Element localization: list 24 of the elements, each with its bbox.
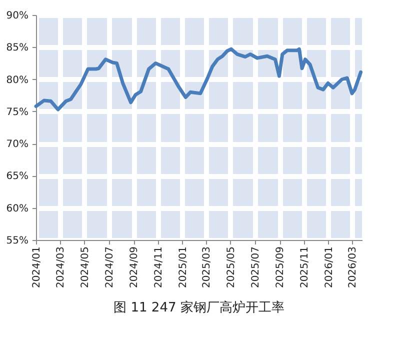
y-tick-label: 85% (6, 42, 28, 54)
x-tick-label: 2024/01 (32, 246, 42, 288)
x-tick-label: 2024/09 (129, 246, 140, 288)
x-tick-label: 2025/07 (250, 246, 262, 288)
y-tick-label: 90% (6, 10, 28, 22)
x-tick-label: 2024/05 (80, 246, 91, 288)
x-tick-label: 2025/01 (178, 246, 189, 288)
x-tick-label: 2026/03 (348, 246, 358, 288)
y-tick-label: 70% (6, 139, 28, 150)
line-series (34, 47, 363, 112)
x-tick-label: 2025/03 (202, 246, 212, 288)
x-tick-label: 2025/11 (300, 246, 310, 288)
text: 图 11 247 家钢厂高炉开工率 (114, 300, 284, 316)
x-tick-label: 2024/07 (104, 246, 116, 288)
y-tick-label: 55% (6, 236, 28, 246)
y-tick-label: 80% (6, 74, 28, 86)
x-tick-label: 2025/05 (226, 246, 237, 288)
x-tick-label: 2024/11 (154, 246, 164, 288)
y-tick-label: 60% (6, 203, 28, 214)
x-tick-label: 2024/03 (56, 246, 66, 288)
y-tick-label: 75% (6, 106, 28, 118)
y-tick-label: 65% (6, 171, 28, 182)
x-tick-label: 2026/01 (324, 246, 335, 288)
x-tick-label: 2025/09 (275, 246, 286, 288)
